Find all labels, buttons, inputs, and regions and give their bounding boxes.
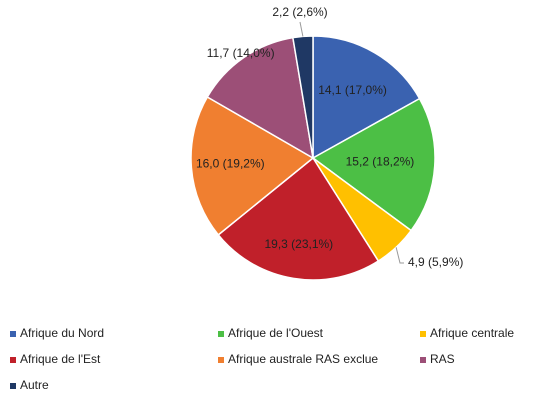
data-label: 2,2 (2,6%) [272,5,327,19]
data-label: 4,9 (5,9%) [408,255,463,269]
legend-label: Afrique de l'Est [20,352,101,366]
pie-slice [292,35,314,159]
data-label: 11,7 (14,0%) [207,46,275,60]
leader-line [299,21,304,37]
pie-slice [190,95,315,236]
legend-label: Autre [20,378,49,392]
data-label: 14,1 (17,0%) [318,83,387,97]
legend-label: Afrique centrale [430,326,514,340]
legend-swatch [218,331,224,337]
legend-label: Afrique de l'Ouest [228,326,324,340]
legend-swatch [218,357,224,363]
legend-swatch [10,331,16,337]
legend-swatch [420,331,426,337]
data-label: 15,2 (18,2%) [346,154,415,168]
pie-slice [311,97,436,232]
pie-slice [217,156,380,281]
pie-slice [312,35,421,160]
legend-swatch [10,357,16,363]
data-label: 19,3 (23,1%) [264,237,333,251]
pie-slice [206,36,315,160]
leader-line [395,247,404,264]
legend-label: RAS [430,352,455,366]
legend-swatch [10,383,16,389]
legend-label: Afrique australe RAS exclue [228,352,378,366]
data-label: 16,0 (19,2%) [196,157,265,171]
legend-label: Afrique du Nord [20,326,104,340]
legend-swatch [420,357,426,363]
